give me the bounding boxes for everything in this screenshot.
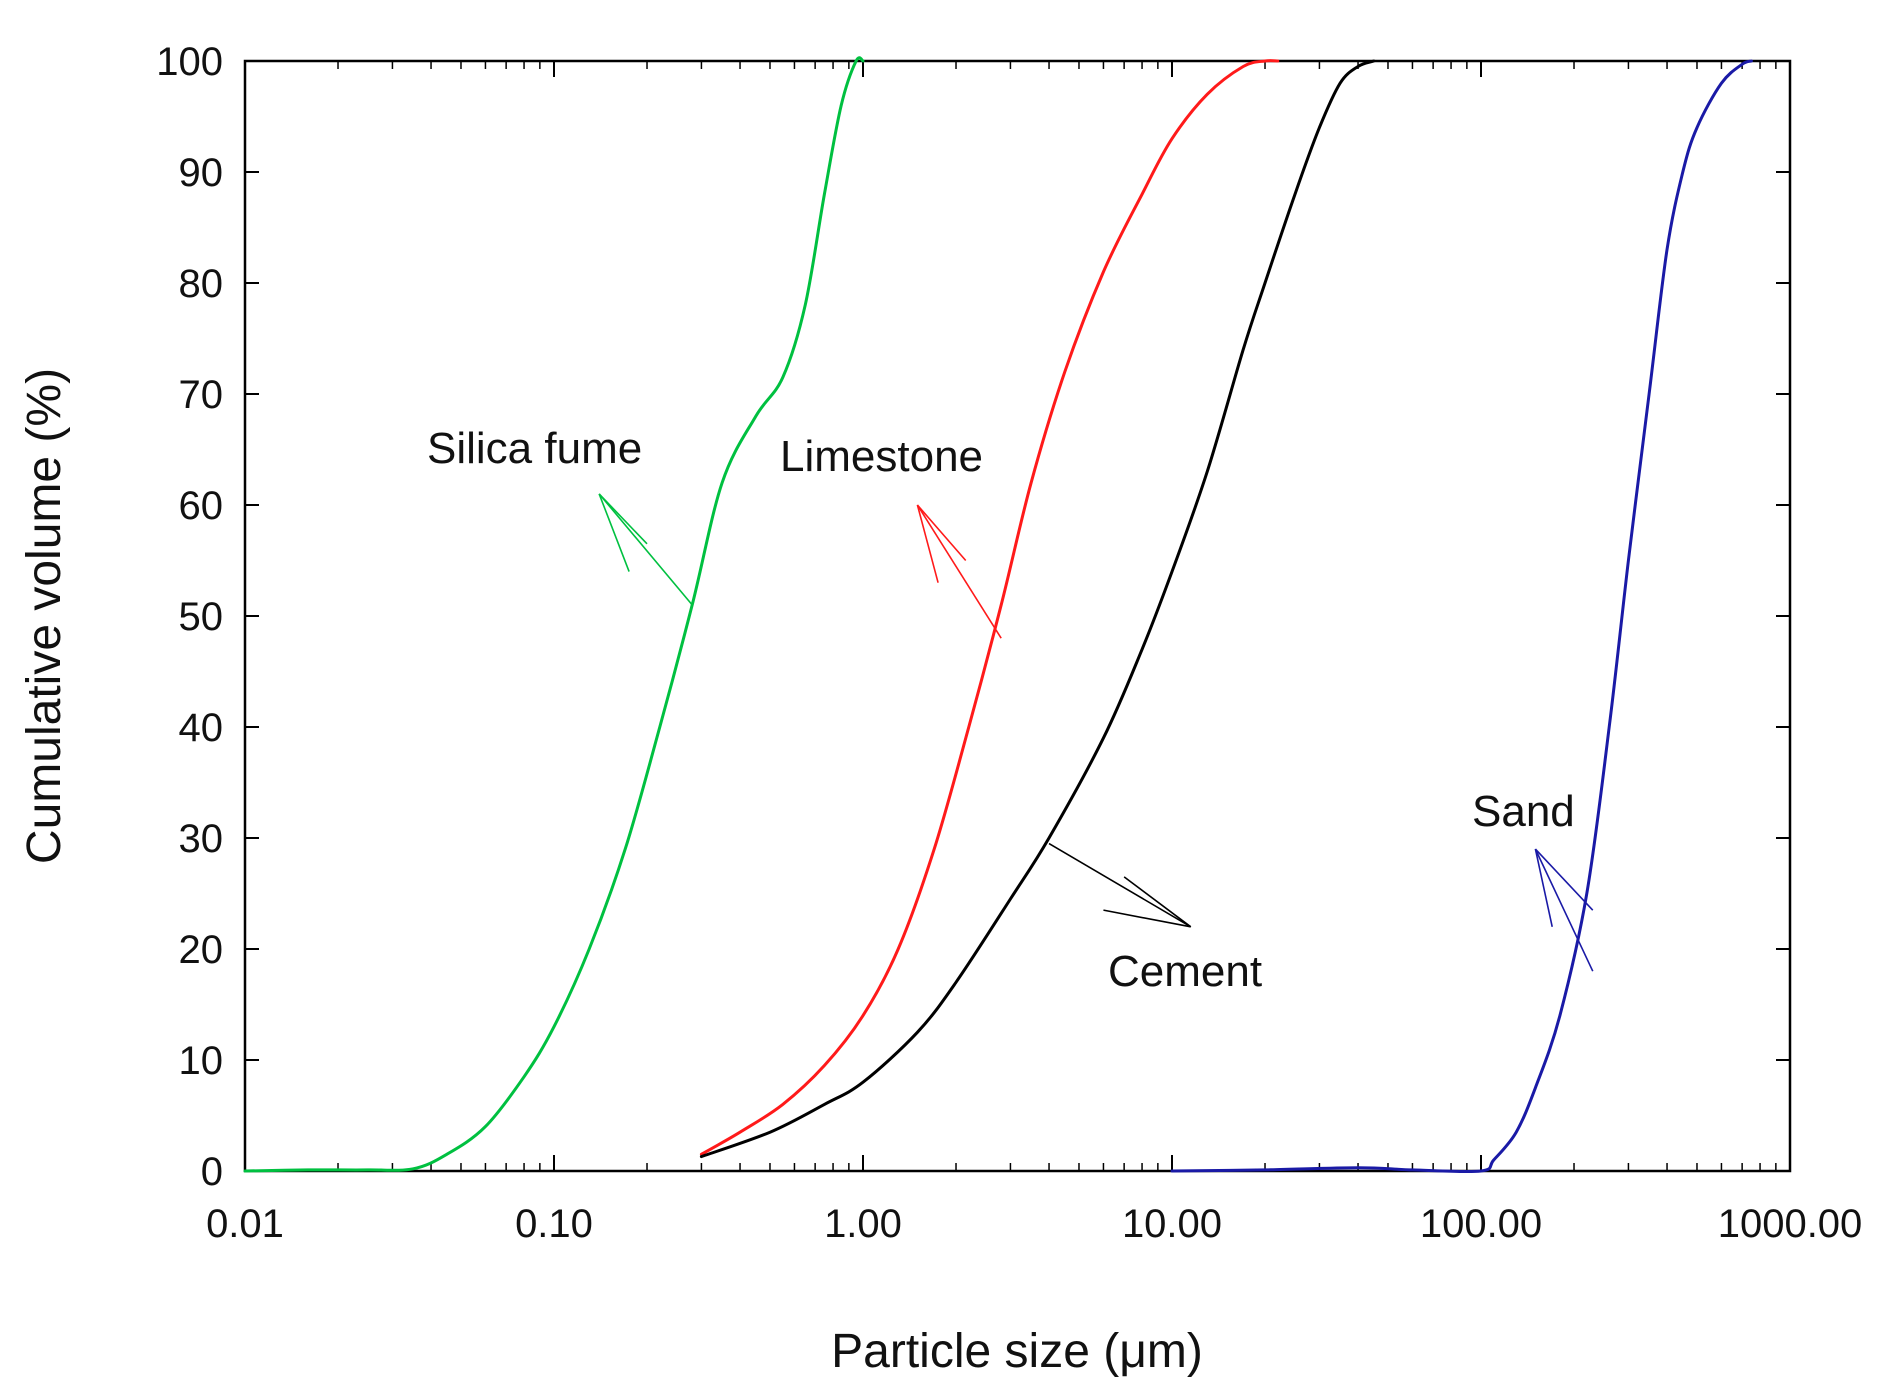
arrow-shaft-cement [1048,842,1192,928]
x-tick-label: 100.00 [1420,1202,1542,1246]
x-tick-label: 1.00 [824,1202,902,1246]
plot-frame [243,59,1792,1173]
annotation-arrows [598,493,1594,972]
arrow-shaft-sand [1534,848,1594,972]
y-tick-label: 70 [179,373,224,417]
arrow-head-limestone [916,504,967,562]
y-axis-ticks: 0 10 20 30 40 50 60 70 80 90 100 [156,40,1790,1194]
series-line-limestone [699,59,1280,1156]
x-tick-label: 10.00 [1122,1202,1222,1246]
series-curves [243,56,1753,1174]
x-axis-title: Particle size (μm) [831,1325,1203,1378]
arrow-shaft-silica-fume [598,493,693,606]
y-axis-title: Cumulative volume (%) [18,368,71,864]
series-line-cement [699,59,1376,1159]
y-tick-label: 40 [179,706,224,750]
y-tick-label: 10 [179,1039,224,1083]
y-tick-label: 50 [179,595,224,639]
x-tick-label: 0.10 [515,1202,593,1246]
arrow-head-sand [1534,848,1594,911]
y-tick-label: 100 [156,40,223,84]
y-tick-label: 30 [179,817,224,861]
annotation-sand: Sand [1472,787,1575,836]
y-tick-label: 20 [179,928,224,972]
series-line-sand [1170,59,1753,1174]
annotation-limestone: Limestone [780,432,983,481]
arrow-head-cement [1123,876,1192,928]
arrow-head-silica-fume [598,493,630,572]
annotation-cement: Cement [1108,947,1262,996]
arrow-head-cement [1103,909,1191,928]
x-tick-label: 1000.00 [1718,1202,1863,1246]
y-tick-label: 90 [179,151,224,195]
arrow-shaft-limestone [916,504,1002,639]
arrow-head-limestone [916,504,939,583]
arrow-head-sand [1534,848,1553,927]
arrow-head-silica-fume [598,493,648,545]
series-line-silica-fume [243,56,865,1173]
x-tick-label: 0.01 [206,1202,284,1246]
y-tick-label: 80 [179,262,224,306]
y-tick-label: 60 [179,484,224,528]
y-tick-label: 0 [201,1150,223,1194]
x-axis-ticks: 0.01 0.10 1.00 10.00 100.00 1000.00 [206,61,1862,1246]
annotation-silica-fume: Silica fume [427,424,642,473]
